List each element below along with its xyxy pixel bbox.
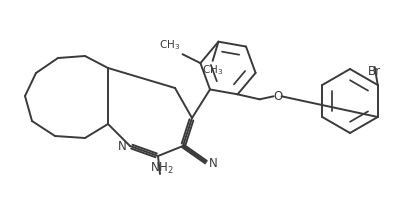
Text: O: O (273, 90, 282, 103)
Text: Br: Br (368, 65, 381, 78)
Text: CH$_3$: CH$_3$ (202, 63, 223, 77)
Text: N: N (209, 157, 218, 170)
Text: N: N (118, 140, 127, 154)
Text: CH$_3$: CH$_3$ (159, 38, 181, 52)
Text: NH$_2$: NH$_2$ (150, 161, 174, 176)
